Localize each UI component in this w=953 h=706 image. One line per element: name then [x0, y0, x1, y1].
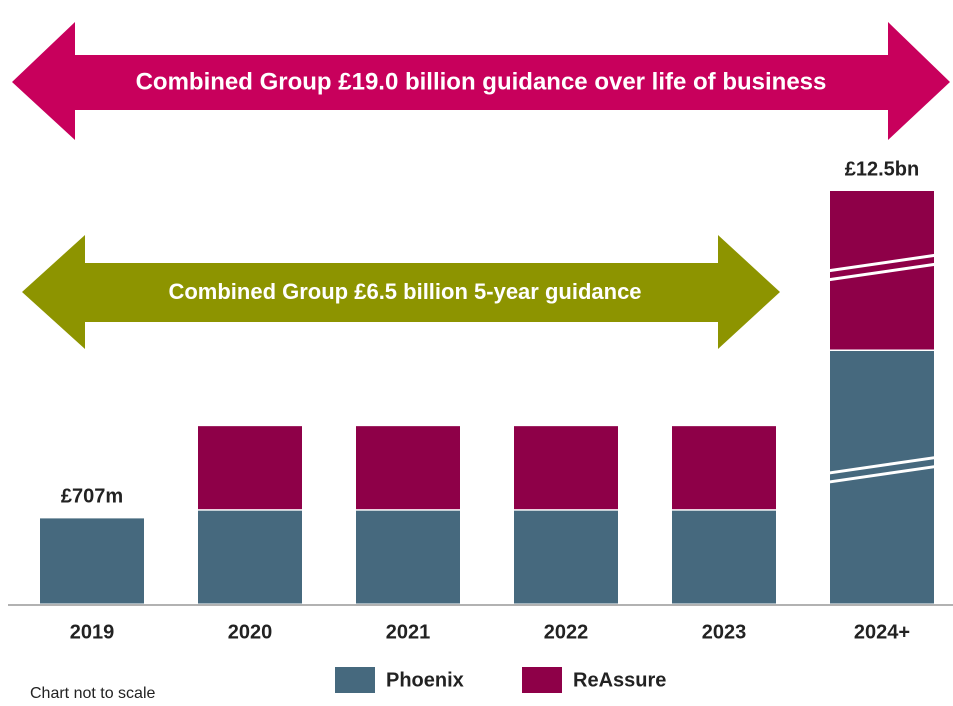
x-tick-label: 2024+	[854, 621, 910, 643]
x-tick-label: 2023	[702, 621, 747, 643]
axis-break	[819, 463, 945, 485]
x-tick-label: 2019	[70, 621, 115, 643]
x-tick-label: 2020	[228, 621, 273, 643]
bar-segment	[830, 191, 934, 350]
guidance-arrow	[12, 22, 950, 140]
axis-break	[819, 261, 945, 283]
x-tick-label: 2021	[386, 621, 431, 643]
x-tick-label: 2022	[544, 621, 589, 643]
bar-segment	[198, 426, 302, 510]
bar-segment	[198, 510, 302, 604]
axis-break	[819, 454, 945, 476]
bar-segment	[356, 426, 460, 510]
value-label: £12.5bn	[845, 158, 919, 180]
bar-segment	[514, 510, 618, 604]
bar-segment	[514, 426, 618, 510]
legend-swatch	[522, 667, 562, 693]
legend-label: ReAssure	[573, 669, 666, 691]
bar-segment	[672, 426, 776, 510]
legend-label: Phoenix	[386, 669, 464, 691]
value-label: £707m	[61, 486, 123, 508]
guidance-arrow	[22, 235, 780, 349]
bar-segment	[356, 510, 460, 604]
legend-swatch	[335, 667, 375, 693]
bar-segment	[40, 518, 144, 604]
arrow-label: Combined Group £6.5 billion 5-year guida…	[168, 279, 641, 304]
arrow-label: Combined Group £19.0 billion guidance ov…	[136, 68, 827, 95]
footnote: Chart not to scale	[30, 685, 156, 702]
bar-segment	[672, 510, 776, 604]
bar-segment	[830, 351, 934, 604]
axis-break	[819, 252, 945, 274]
